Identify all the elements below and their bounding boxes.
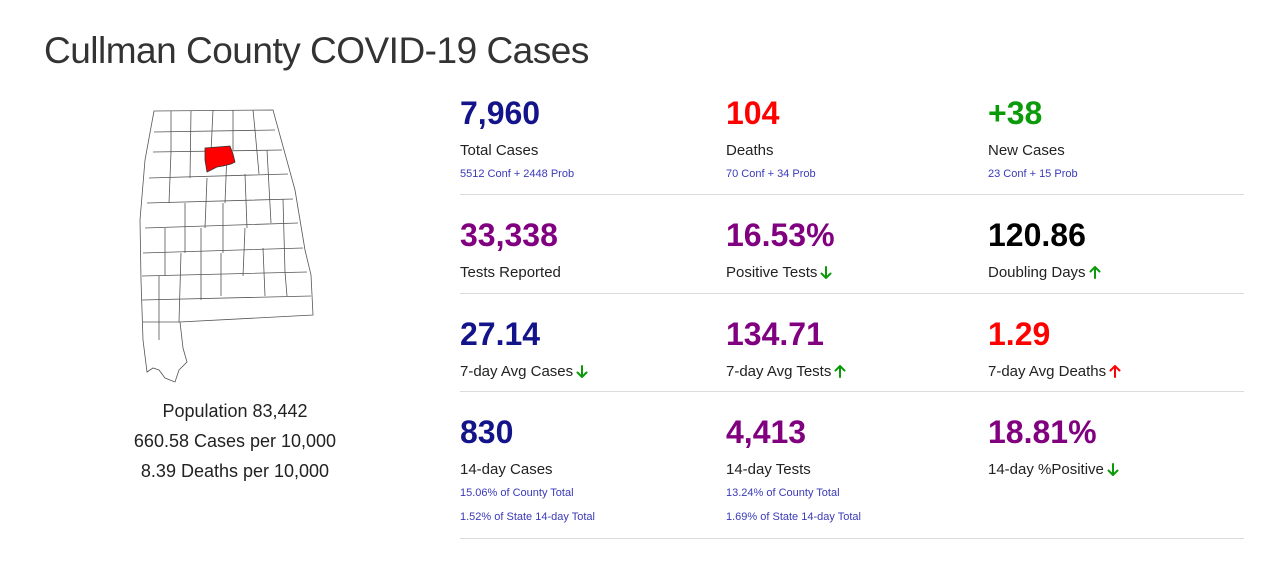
county-summary: Population 83,442 660.58 Cases per 10,00… (100, 396, 370, 486)
stat-label: 7-day Avg Tests (726, 363, 832, 380)
stat-value: 104 (726, 95, 780, 131)
arrow-up-icon (834, 364, 846, 383)
stat-label-row: 7-day Avg Tests (726, 363, 846, 383)
stat-subtext: 15.06% of County Total (460, 487, 574, 499)
stat-value: 16.53% (726, 217, 835, 253)
stat-subtext: 1.69% of State 14-day Total (726, 511, 861, 523)
stat-label-row: Positive Tests (726, 264, 835, 284)
population-text: Population 83,442 (162, 401, 308, 421)
stat-label: Positive Tests (726, 264, 818, 281)
stat-tests-reported: 33,338 Tests Reported (460, 195, 561, 282)
stat-value: 33,338 (460, 217, 558, 253)
stat-label-row: 14-day %Positive (988, 461, 1119, 481)
stat-positive-14: 18.81% 14-day %Positive (988, 392, 1119, 481)
stat-value: 134.71 (726, 316, 824, 352)
stat-subtext: 70 Conf + 34 Prob (726, 168, 816, 180)
stats-row: 33,338 Tests Reported 16.53% Positive Te… (460, 195, 1244, 294)
arrow-down-icon (1107, 463, 1119, 481)
alabama-county-map (139, 109, 314, 383)
stat-label: 14-day Tests (726, 461, 811, 478)
stat-value: 7,960 (460, 95, 541, 131)
cases-per-10k-text: 660.58 Cases per 10,000 (133, 431, 337, 451)
stat-label: 14-day %Positive (988, 461, 1104, 478)
stat-label: Deaths (726, 142, 774, 159)
stat-label: 7-day Avg Deaths (988, 363, 1107, 380)
stat-new-cases: +38 New Cases 23 Conf + 15 Prob (988, 95, 1078, 181)
arrow-down-icon (820, 266, 832, 284)
stat-label: Tests Reported (460, 264, 561, 281)
stat-subtext: 5512 Conf + 2448 Prob (460, 168, 575, 180)
stat-subtext: 1.52% of State 14-day Total (460, 511, 595, 523)
stat-label-row: 7-day Avg Deaths (988, 363, 1121, 383)
stat-avg-deaths-7: 1.29 7-day Avg Deaths (988, 294, 1121, 383)
stats-grid: 7,960 Total Cases 5512 Conf + 2448 Prob … (460, 95, 1244, 539)
stat-avg-cases-7: 27.14 7-day Avg Cases (460, 294, 588, 383)
stat-label: 7-day Avg Cases (460, 363, 574, 380)
stats-row: 27.14 7-day Avg Cases 134.71 7-day Avg T… (460, 294, 1244, 392)
stat-value: 830 (460, 414, 514, 450)
stat-value: 1.29 (988, 316, 1051, 352)
stat-subtext: 13.24% of County Total (726, 487, 840, 499)
stat-deaths: 104 Deaths 70 Conf + 34 Prob (726, 95, 816, 181)
stat-label: New Cases (988, 142, 1065, 159)
arrow-down-icon (576, 365, 588, 383)
page-title: Cullman County COVID-19 Cases (44, 30, 589, 71)
stat-total-cases: 7,960 Total Cases 5512 Conf + 2448 Prob (460, 95, 574, 181)
stat-label-row: Doubling Days (988, 264, 1101, 284)
stat-value: 120.86 (988, 217, 1086, 253)
stat-avg-tests-7: 134.71 7-day Avg Tests (726, 294, 846, 383)
stats-row: 830 14-day Cases 15.06% of County Total … (460, 392, 1244, 539)
stat-cases-14: 830 14-day Cases 15.06% of County Total … (460, 392, 595, 524)
stat-value: +38 (988, 95, 1043, 131)
deaths-per-10k-text: 8.39 Deaths per 10,000 (140, 461, 330, 481)
stat-label: Doubling Days (988, 264, 1086, 281)
stat-subtext: 23 Conf + 15 Prob (988, 168, 1078, 180)
stat-value: 27.14 (460, 316, 541, 352)
highlighted-county (204, 145, 236, 173)
stat-label: Total Cases (460, 142, 539, 159)
arrow-up-icon (1089, 265, 1101, 284)
stat-value: 4,413 (726, 414, 807, 450)
stat-tests-14: 4,413 14-day Tests 13.24% of County Tota… (726, 392, 861, 524)
stat-label-row: 7-day Avg Cases (460, 363, 588, 383)
stat-doubling-days: 120.86 Doubling Days (988, 195, 1101, 284)
stat-value: 18.81% (988, 414, 1097, 450)
stat-label: 14-day Cases (460, 461, 553, 478)
stat-positive-tests: 16.53% Positive Tests (726, 195, 835, 284)
arrow-up-icon (1109, 364, 1121, 383)
stats-row: 7,960 Total Cases 5512 Conf + 2448 Prob … (460, 95, 1244, 195)
